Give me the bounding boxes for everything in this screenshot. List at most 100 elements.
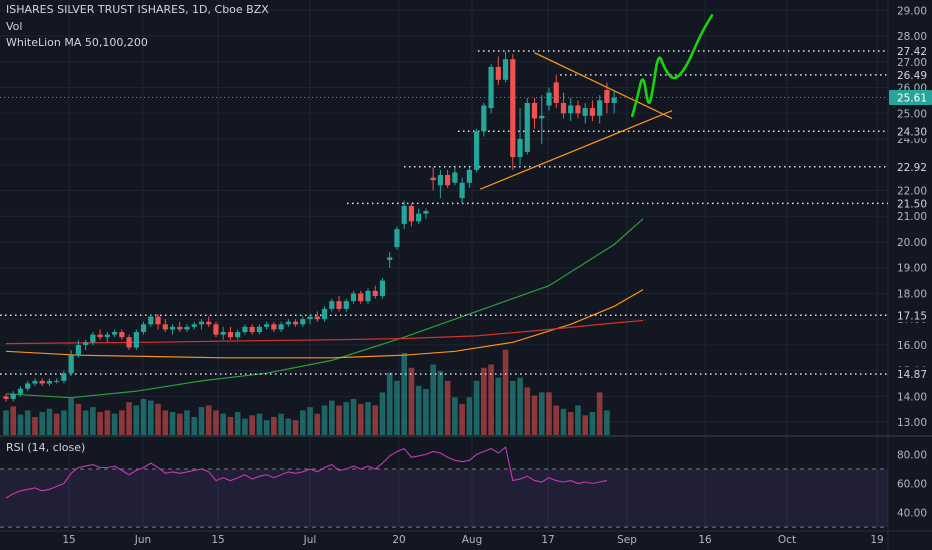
candle — [358, 290, 364, 304]
candle-body — [155, 316, 161, 325]
volume-bar — [495, 377, 502, 435]
candle — [227, 326, 234, 340]
candle — [32, 378, 38, 387]
volume-bar — [524, 387, 531, 435]
rsi-pane — [0, 446, 888, 528]
volume-bar — [32, 416, 38, 435]
volume-bar — [155, 403, 161, 435]
candle — [90, 332, 96, 345]
candle-body — [611, 97, 617, 103]
volume-bar — [17, 414, 24, 435]
candle — [133, 329, 139, 351]
level-badge-bg — [890, 196, 932, 211]
rsi-band-fill — [0, 468, 888, 528]
projection-line — [631, 14, 714, 118]
candle-body — [235, 332, 241, 338]
candle — [481, 102, 487, 137]
candle — [394, 226, 400, 250]
candle-body — [17, 388, 24, 394]
candle — [148, 314, 154, 327]
price-tick-label: 13.00 — [897, 417, 927, 429]
candle-body — [546, 92, 552, 106]
candle — [17, 386, 24, 397]
volume-bar — [140, 398, 147, 435]
candle-body — [452, 172, 458, 183]
candle — [510, 54, 516, 170]
candle-body — [387, 257, 393, 260]
candle-body — [177, 326, 183, 330]
candle-body — [365, 290, 371, 302]
volume-bar — [473, 380, 480, 435]
price-tick-label: 28.00 — [897, 31, 927, 43]
volume-bar — [300, 410, 306, 435]
candle — [589, 100, 596, 121]
candle — [169, 324, 176, 335]
candle-body — [68, 355, 74, 374]
candle-body — [553, 82, 559, 103]
candle-body — [220, 332, 226, 335]
volume-bar — [10, 406, 17, 435]
candle — [401, 200, 407, 230]
candle — [531, 97, 538, 129]
volume-bar — [148, 400, 154, 435]
time-tick-label: Oct — [778, 534, 796, 546]
volume-bar — [350, 398, 357, 435]
trendlines — [479, 52, 673, 190]
level-badge-bg — [890, 67, 932, 82]
candle-body — [184, 326, 190, 330]
candle — [452, 167, 458, 186]
candle — [517, 108, 523, 165]
candle-body — [604, 90, 610, 103]
candle — [597, 95, 603, 124]
volume-bar — [133, 405, 140, 435]
volume-bar — [423, 389, 429, 435]
rsi-tick-label: 40.00 — [897, 508, 927, 520]
volume-bar — [68, 398, 74, 435]
candle — [488, 64, 494, 114]
candle-body — [271, 324, 277, 330]
volume-bar — [365, 402, 371, 435]
volume-bar — [39, 412, 45, 435]
last-price-badge-bg — [889, 90, 932, 106]
candle-body — [531, 102, 538, 119]
candle-body — [575, 105, 581, 114]
volume-bar — [321, 405, 328, 435]
price-tick-label: 19.00 — [897, 263, 927, 275]
candle-body — [539, 115, 545, 119]
volume-bars — [3, 349, 610, 435]
price-tick-label: 21.00 — [897, 211, 927, 223]
volume-bar — [517, 377, 523, 435]
volume-legend: Vol — [6, 20, 23, 33]
volume-bar — [169, 412, 176, 435]
candle — [235, 329, 241, 340]
candle-body — [597, 100, 603, 116]
volume-bar — [560, 408, 567, 435]
candle — [264, 321, 270, 330]
candle — [300, 316, 306, 327]
level-badge: 21.50 — [897, 198, 927, 210]
candle — [83, 339, 89, 351]
candle — [249, 324, 255, 335]
time-axis: 15 Jun 15 Jul 20 Aug 17 Sep 16 Oct 19 — [62, 534, 883, 546]
volume-bar — [329, 400, 335, 435]
level-badge: 14.87 — [897, 369, 927, 381]
candle — [3, 393, 9, 402]
trendline-2 — [534, 52, 673, 119]
volume-bar — [90, 407, 96, 435]
candle-body — [198, 321, 205, 325]
volume-bar — [575, 405, 581, 435]
candle — [10, 391, 16, 402]
candle — [97, 329, 103, 340]
time-tick-label: 20 — [392, 534, 405, 546]
candle-body — [524, 102, 530, 152]
ma-legend: WhiteLion MA 50,100,200 — [6, 36, 148, 49]
price-axis: 13.0014.0015.0016.0017.0018.0019.0020.00… — [889, 5, 932, 520]
price-tick-label: 27.00 — [897, 57, 927, 69]
candle-body — [466, 169, 472, 183]
candle — [343, 298, 349, 312]
candle-body — [372, 290, 378, 297]
candle-body — [459, 182, 465, 199]
volume-bar — [336, 405, 342, 435]
candle — [336, 296, 342, 312]
